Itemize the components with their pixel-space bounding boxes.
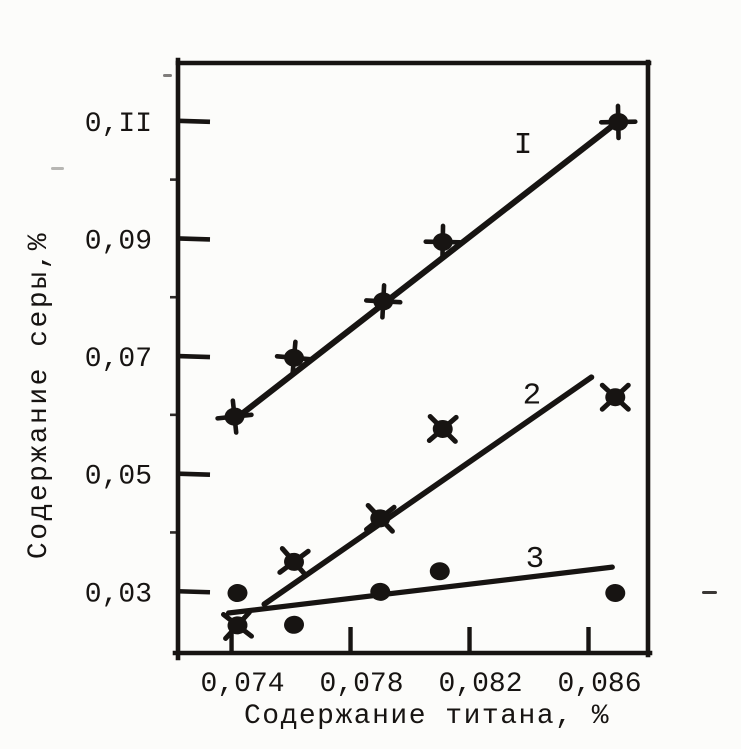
data-point-series-I: [215, 398, 254, 435]
data-point-series-I: [363, 283, 403, 320]
y-tick: [177, 118, 211, 125]
scan-artifact-mark: [51, 167, 64, 170]
data-point-series-3: [284, 615, 305, 634]
curve-label-I: I: [514, 128, 533, 163]
data-point-series-2: [277, 546, 311, 578]
data-point-series-I: [274, 339, 314, 377]
x-tick-label: 0,074: [201, 669, 285, 700]
data-point-series-2: [426, 414, 459, 444]
y-tick-label: 0,05: [85, 462, 152, 493]
x-tick-label: 0,086: [557, 669, 641, 700]
y-axis-title: Содержание серы,%: [24, 231, 55, 559]
y-tick: [177, 471, 211, 477]
data-point-series-2: [363, 502, 397, 534]
data-point-series-I: [598, 103, 638, 141]
scan-artifact-mark: [163, 74, 172, 77]
data-point-series-2: [220, 609, 254, 641]
fit-line-series-2: [261, 374, 595, 607]
y-tick: [177, 353, 211, 360]
fit-line-series-I: [230, 116, 625, 424]
data-point-series-3: [605, 584, 626, 603]
fit-line-series-3: [225, 564, 615, 616]
data-point-series-3: [227, 584, 248, 603]
data-point-series-I: [423, 223, 463, 261]
y-tick: [177, 236, 211, 242]
data-point-series-2: [599, 382, 631, 412]
y-tick-label: 0,09: [85, 226, 152, 257]
x-axis-title: Содержание титана, %: [244, 701, 610, 732]
x-tick-label: 0,082: [439, 669, 523, 700]
data-point-series-3: [429, 562, 450, 581]
curve-label-3: 3: [526, 542, 545, 577]
y-tick: [177, 588, 211, 595]
y-tick-label: 0,II: [85, 109, 152, 140]
data-point-series-3: [370, 582, 391, 601]
x-tick-label: 0,078: [320, 669, 404, 700]
y-tick-label: 0,03: [85, 579, 152, 610]
y-tick-label: 0,07: [85, 344, 152, 375]
scan-artifact-mark: [702, 591, 717, 594]
curve-label-2: 2: [523, 379, 542, 414]
plot-frame: [172, 57, 653, 661]
